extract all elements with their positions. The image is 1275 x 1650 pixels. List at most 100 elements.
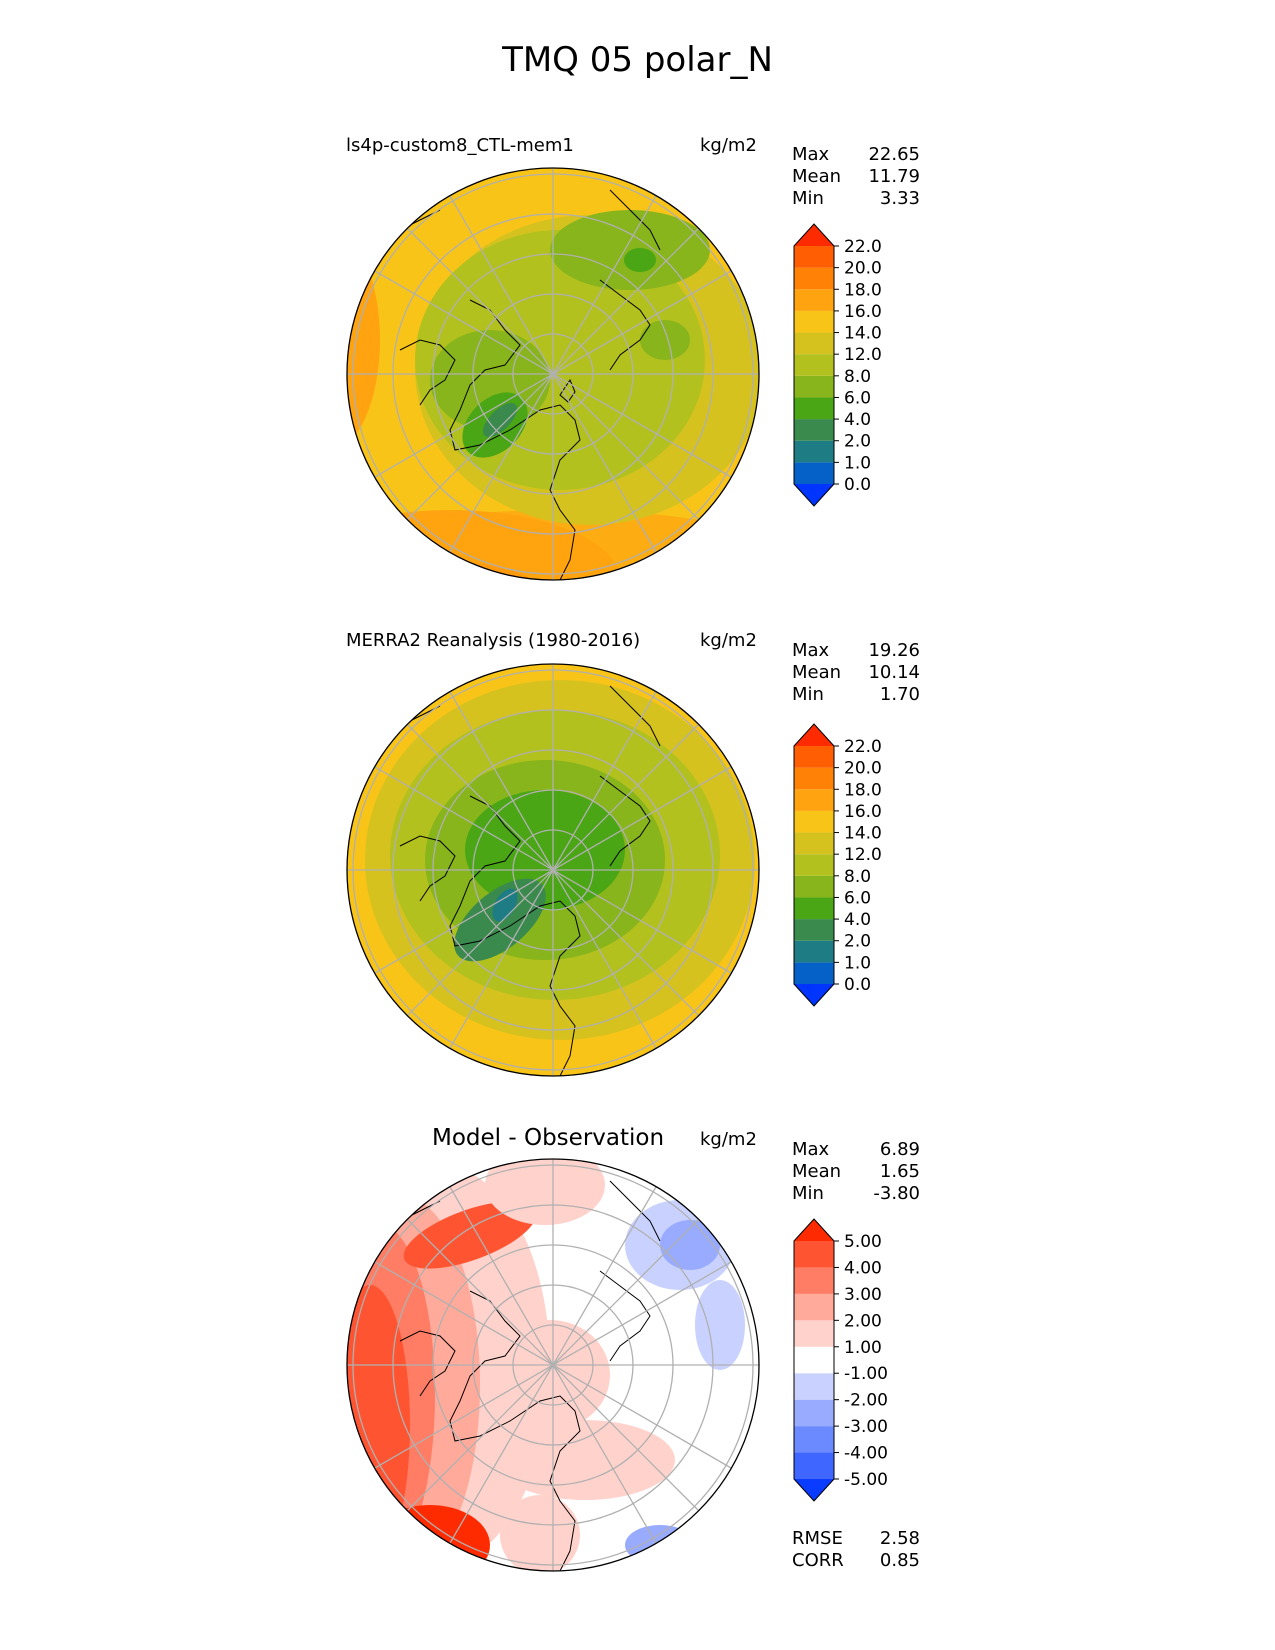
stats-box: Max 19.26 Mean 10.14 Min 1.70	[792, 640, 920, 706]
map-boundary	[346, 1158, 760, 1572]
colorbar-extend-high	[794, 724, 834, 746]
panel-model: ls4p-custom8_CTL-mem1 kg/m2 Max 22.65 Mea…	[0, 130, 1275, 630]
colorbar-segment	[794, 1293, 834, 1321]
colorbar-tick-label: 12.0	[844, 845, 882, 865]
colorbar-segment	[794, 875, 834, 898]
colorbar-segment	[794, 1267, 834, 1294]
colorbar-segment	[794, 1346, 834, 1374]
colorbar-segment	[794, 375, 834, 398]
map-boundary	[346, 167, 760, 581]
colorbar-tick-label: 2.00	[844, 1311, 882, 1331]
min-label: Min	[792, 1183, 824, 1204]
panel-diff: Model - Observation kg/m2 Max 6.89 Mean 1.…	[0, 1125, 1275, 1625]
colorbar-segment	[794, 746, 834, 768]
colorbar-tick-label: -5.00	[844, 1470, 888, 1490]
graticule	[347, 664, 759, 1076]
colorbar-segment	[794, 789, 834, 811]
min-value: 1.70	[879, 684, 920, 705]
rmse-value: 2.58	[879, 1528, 920, 1549]
colorbar-tick-label: 22.0	[844, 737, 882, 757]
colorbar-tick-label: 8.0	[844, 867, 871, 887]
colorbar-tick-label: -3.00	[844, 1417, 888, 1437]
colorbar-tick-label: -1.00	[844, 1364, 888, 1384]
colorbar-tick-label: 5.00	[844, 1232, 882, 1252]
max-label: Max	[792, 1139, 830, 1160]
colorbar-segment	[794, 1452, 834, 1479]
stats-box: Max 6.89 Mean 1.65 Min -3.80	[792, 1139, 920, 1205]
graticule	[347, 168, 759, 580]
colorbar-tick-label: 14.0	[844, 824, 882, 844]
colorbar-tick-label: 16.0	[844, 802, 882, 822]
colorbar-tick-label: 1.0	[844, 953, 871, 973]
colorbar-segment	[794, 1320, 834, 1347]
colorbar-tick-label: 2.0	[844, 432, 871, 452]
min-value: 3.33	[879, 188, 920, 209]
mean-value: 11.79	[868, 166, 920, 187]
colorbar-segment	[794, 1373, 834, 1400]
colorbar-tick-label: 6.0	[844, 388, 871, 408]
panel-units: kg/m2	[700, 135, 757, 156]
colorbar-segment	[794, 397, 834, 420]
max-label: Max	[792, 144, 830, 165]
colorbar-tick-label: 3.00	[844, 1285, 882, 1305]
colorbar-segment	[794, 1241, 834, 1268]
corr-label: CORR	[792, 1550, 844, 1571]
map-boundary	[346, 663, 760, 1077]
colorbar-tick-label: -4.00	[844, 1444, 888, 1464]
max-value: 22.65	[868, 144, 920, 165]
colorbar-segment	[794, 1426, 834, 1453]
colorbar-segment	[794, 767, 834, 790]
colorbar-segment	[794, 310, 834, 333]
mean-label: Mean	[792, 662, 842, 683]
colorbar-tick-label: 4.00	[844, 1258, 882, 1278]
colorbar-tick-label: 1.0	[844, 453, 871, 473]
colorbar-extend-high	[794, 1219, 834, 1241]
colorbar-segment	[794, 332, 834, 355]
colorbar-tick-label: 4.0	[844, 910, 871, 930]
colorbar-tick-label: 0.0	[844, 975, 871, 995]
colorbar-extend-low	[794, 984, 834, 1006]
colorbar-segment	[794, 354, 834, 376]
min-label: Min	[792, 188, 824, 209]
max-value: 6.89	[879, 1139, 920, 1160]
colorbar-tick-label: 12.0	[844, 345, 882, 365]
colorbar-segment	[794, 246, 834, 268]
colorbar-segment	[794, 267, 834, 290]
colorbar-tick-label: 16.0	[844, 302, 882, 322]
mean-label: Mean	[792, 1161, 842, 1182]
colorbar-segment	[794, 419, 834, 441]
panel-title: Model - Observation	[432, 1125, 665, 1151]
colorbar-tick-label: 8.0	[844, 367, 871, 387]
colorbar-tick-label: 6.0	[844, 888, 871, 908]
panel-units: kg/m2	[700, 1129, 757, 1150]
colorbar-tick-label: 1.00	[844, 1338, 882, 1358]
mean-label: Mean	[792, 166, 842, 187]
colorbar-segment	[794, 810, 834, 833]
colorbar-extend-low	[794, 1479, 834, 1501]
stats-box: Max 22.65 Mean 11.79 Min 3.33	[792, 144, 920, 210]
colorbar-segment	[794, 854, 834, 876]
colorbar-tick-label: 0.0	[844, 475, 871, 495]
colorbar-segment	[794, 832, 834, 855]
max-value: 19.26	[868, 640, 920, 661]
colorbar-tick-label: 18.0	[844, 280, 882, 300]
colorbar: 0.01.02.04.06.08.012.014.016.018.020.022…	[793, 223, 882, 507]
colorbar-tick-label: 18.0	[844, 780, 882, 800]
colorbar-tick-label: 2.0	[844, 932, 871, 952]
colorbar: 0.01.02.04.06.08.012.014.016.018.020.022…	[793, 723, 882, 1007]
colorbar-segment	[794, 919, 834, 941]
polar-map	[346, 167, 760, 581]
polar-map	[346, 663, 760, 1077]
panel-title: ls4p-custom8_CTL-mem1	[346, 135, 574, 156]
colorbar-segment	[794, 289, 834, 311]
colorbar-tick-label: 20.0	[844, 259, 882, 279]
mean-value: 1.65	[879, 1161, 920, 1182]
panel-units: kg/m2	[700, 630, 757, 651]
colorbar-segment	[794, 940, 834, 963]
min-label: Min	[792, 684, 824, 705]
colorbar-tick-label: 14.0	[844, 324, 882, 344]
max-label: Max	[792, 640, 830, 661]
rmse-label: RMSE	[792, 1528, 843, 1549]
colorbar-tick-label: 22.0	[844, 237, 882, 257]
panel-obs: MERRA2 Reanalysis (1980-2016) kg/m2 Max 1…	[0, 630, 1275, 1130]
